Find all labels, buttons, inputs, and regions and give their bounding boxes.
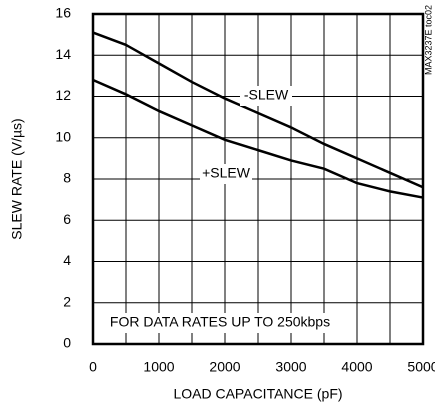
series-label-bg (200, 164, 252, 184)
x-tick-label: 4000 (341, 359, 372, 375)
x-tick-label: 3000 (275, 359, 306, 375)
series-label-bg (240, 86, 292, 106)
y-tick-label: 14 (55, 46, 71, 62)
x-tick-label: 2000 (209, 359, 240, 375)
x-tick-label: 1000 (143, 359, 174, 375)
y-tick-label: 4 (63, 252, 71, 268)
series-line (92, 78, 424, 199)
series-line (92, 31, 424, 189)
x-tick-label: 5000 (407, 359, 435, 375)
y-tick-label: 8 (63, 170, 71, 186)
x-tick-label: 0 (89, 359, 97, 375)
y-tick-label: 12 (55, 87, 71, 103)
y-tick-label: 2 (63, 293, 71, 309)
note-bg (102, 313, 338, 333)
series-label: -SLEW (244, 87, 289, 103)
figure-id: MAX3237E toc02 (423, 5, 433, 75)
plot-frame (91, 12, 425, 346)
series-label: +SLEW (202, 165, 251, 181)
note: FOR DATA RATES UP TO 250kbps (110, 314, 330, 330)
y-tick-label: 6 (63, 211, 71, 227)
x-axis-label: LOAD CAPACITANCE (pF) (173, 386, 342, 402)
y-tick-label: 0 (63, 335, 71, 351)
y-tick-label: 10 (55, 128, 71, 144)
y-tick-label: 16 (55, 5, 71, 21)
y-axis-label: SLEW RATE (V/µs) (9, 118, 25, 239)
